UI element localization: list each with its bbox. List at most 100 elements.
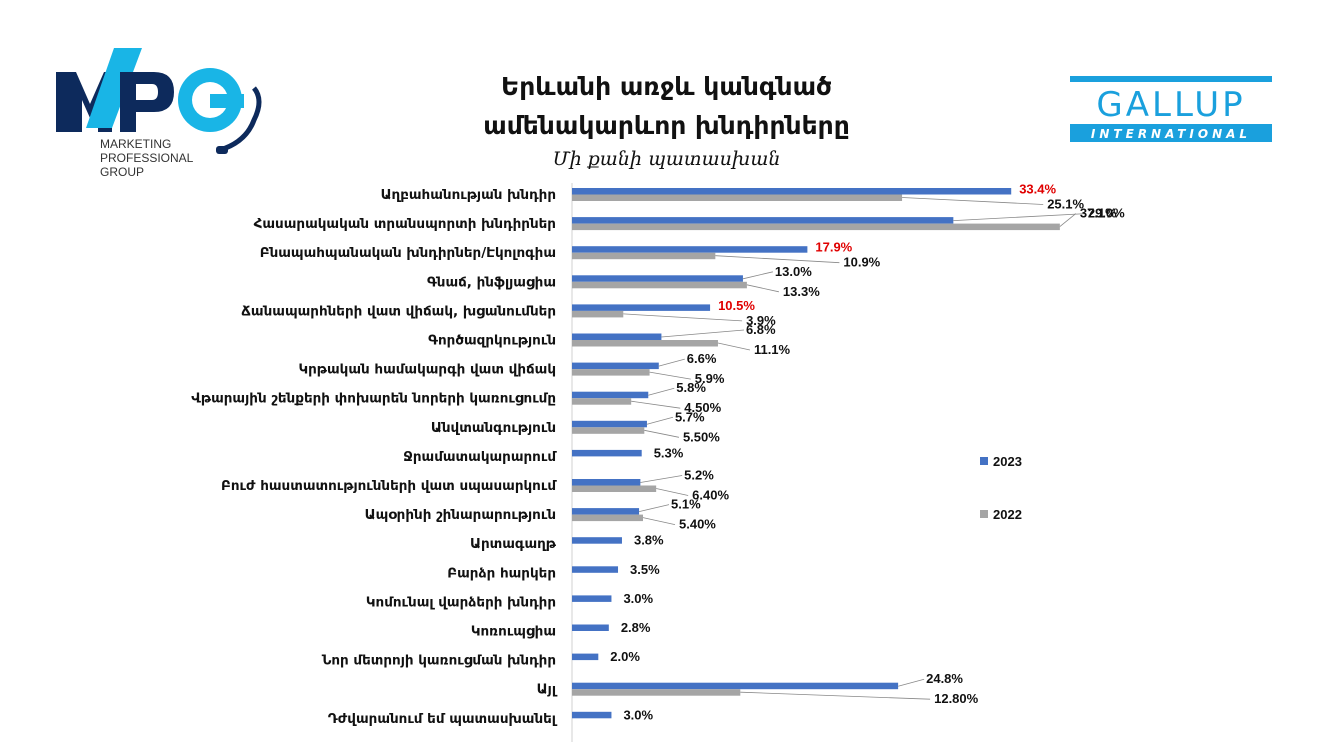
data-label-2023: 3.8% (634, 533, 664, 548)
legend-swatch-2023 (980, 457, 988, 465)
data-label-2022: 37.1% (1080, 206, 1117, 221)
bar-2023 (572, 653, 599, 661)
data-label-2022: 5.9% (695, 371, 725, 386)
bar-2022 (572, 194, 903, 201)
data-label-2023: 2.8% (621, 620, 651, 635)
data-label-2022: 4.50% (684, 400, 721, 415)
bar-2023 (572, 449, 642, 457)
bar-2022 (572, 485, 657, 492)
bar-2023 (572, 537, 622, 544)
leader-line-2023 (661, 329, 744, 338)
data-label-2022: 3.9% (746, 313, 776, 328)
bar-2022 (572, 281, 747, 289)
category-label: Դժվարանում եմ պատասխանել (328, 711, 558, 727)
data-label-2022: 5.40% (679, 517, 716, 532)
category-label: Աղբահանության խնդիր (381, 187, 556, 203)
leader-line-2022 (656, 488, 689, 496)
bar-2023 (572, 391, 649, 399)
bar-2022 (572, 689, 741, 696)
bar-2023 (572, 420, 647, 428)
legend-label-2023: 2023 (993, 454, 1022, 469)
leader-line-2022 (623, 313, 743, 322)
chart-title-line2: ամենակարևոր խնդիրները (483, 111, 850, 140)
category-label: Կոռուպցիա (471, 624, 556, 640)
gallup-logo-word: GALLUP (1096, 85, 1245, 125)
bar-2022 (572, 310, 624, 318)
gallup-logo: GALLUP INTERNATIONAL (1070, 76, 1272, 142)
bar-2023 (572, 508, 640, 515)
chart-subtitle: Մի քանի պատասխան (552, 148, 781, 170)
data-label-2023: 6.6% (687, 351, 717, 366)
bar-2023 (572, 711, 612, 719)
data-label-2022: 13.3% (783, 284, 820, 299)
chart-title-line1: Երևանի առջև կանգնած (501, 72, 832, 101)
category-label: Ճանապարհների վատ վիճակ, խցանումներ (241, 303, 556, 319)
category-label: Կրթական համակարգի վատ վիճակ (299, 362, 557, 378)
leader-line-2023 (638, 504, 670, 512)
data-label-2023: 10.5% (718, 298, 755, 313)
data-label-2022: 12.80% (934, 691, 979, 706)
legend-label-2022: 2022 (993, 507, 1022, 522)
bar-2023 (572, 362, 659, 370)
bar-2023 (572, 595, 612, 602)
bar-2023 (572, 246, 808, 253)
category-label: Այլ (537, 682, 558, 698)
legend-swatch-2022 (980, 510, 988, 518)
category-label: Արտագաղթ (470, 536, 557, 552)
data-label-2023: 2.0% (610, 649, 640, 664)
data-label-2023: 3.0% (623, 707, 653, 722)
data-label-2022: 10.9% (843, 255, 880, 270)
category-label: Ապօրինի շինարարություն (365, 507, 556, 523)
category-label: Նոր մետրոյի կառուցման խնդիր (322, 653, 556, 669)
category-label: Կոմունալ վարձերի խնդիր (366, 594, 556, 610)
data-label-2023: 5.8% (676, 380, 706, 395)
bar-2023 (572, 304, 711, 311)
bar-2022 (572, 514, 644, 522)
data-label-2023: 5.1% (671, 497, 701, 512)
data-label-2023: 5.3% (654, 445, 684, 460)
data-label-2022: 11.1% (754, 342, 791, 357)
bar-2023 (572, 217, 954, 224)
leader-line-2023 (646, 416, 674, 425)
leader-line-2022 (902, 197, 1044, 205)
data-label-2023: 29.0% (1088, 206, 1125, 221)
bar-2022 (572, 427, 645, 434)
leader-line-2023 (953, 213, 1086, 221)
leader-line-2022 (631, 400, 681, 409)
leader-line-2022 (740, 691, 931, 700)
data-label-2023: 5.7% (675, 409, 705, 424)
data-label-2023: 3.5% (630, 562, 660, 577)
category-label: Գնաճ, ինֆլյացիա (427, 274, 556, 290)
leader-line-2022 (1059, 213, 1077, 227)
leader-line-2023 (742, 271, 773, 280)
data-label-2023: 33.4% (1019, 182, 1056, 197)
mpg-logo-line1: MARKETING (100, 137, 171, 151)
category-label: Բարձր հարկեր (447, 565, 556, 581)
mpg-logo-line2: PROFESSIONAL (100, 151, 194, 165)
bar-2023 (572, 624, 609, 631)
bar-2022 (572, 398, 632, 405)
leader-line-2023 (648, 387, 675, 396)
bar-2022 (572, 252, 716, 260)
leader-line-2023 (658, 358, 685, 367)
category-label: Գործազրկություն (428, 333, 556, 349)
category-label: Հասարակական տրանսպորտի խնդիրներ (254, 216, 556, 232)
leader-line-2023 (640, 475, 683, 483)
leader-line-2022 (644, 429, 680, 438)
bar-2022 (572, 340, 718, 347)
bar-2023 (572, 275, 743, 282)
leader-line-2022 (642, 517, 676, 525)
bar-2023 (572, 333, 662, 340)
bar-2022 (572, 223, 1060, 231)
mpg-logo: MARKETING PROFESSIONAL GROUP (56, 48, 262, 179)
category-label: Ջրամատակարարում (403, 449, 557, 465)
bar-2022 (572, 369, 650, 376)
data-label-2023: 13.0% (775, 264, 812, 279)
category-label: Անվտանգություն (431, 420, 556, 436)
leader-line-2022 (649, 371, 691, 380)
data-label-2023: 3.0% (623, 591, 653, 606)
data-label-2023: 5.2% (684, 468, 714, 483)
leader-line-2023 (898, 678, 925, 687)
data-label-2022: 6.40% (692, 488, 729, 503)
